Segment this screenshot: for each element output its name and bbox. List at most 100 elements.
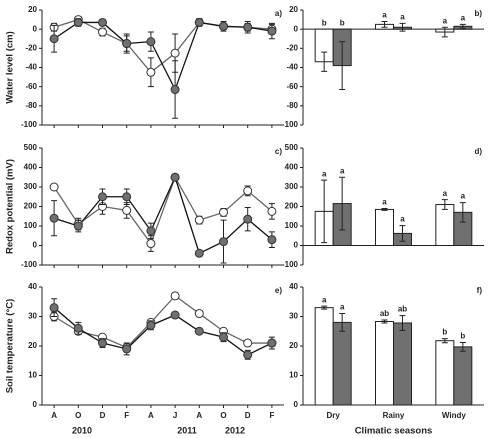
bar [453,346,473,406]
significance-letter: b [442,328,447,337]
significance-letter: a [400,215,405,224]
error-bar [381,207,388,211]
bar [393,322,412,406]
point [49,213,59,223]
significance-letter: a [461,13,466,22]
error-bar [459,341,466,352]
error-bar [381,21,388,28]
bar [435,204,455,247]
y-tick-label: -80 [25,101,37,110]
error-bar [459,23,466,29]
series-line [53,21,273,92]
point [243,22,253,32]
bar [375,321,394,406]
point [219,207,228,217]
error-bar [321,51,328,72]
point [146,226,156,236]
y-tick-label: 500 [285,143,299,152]
point [49,182,59,192]
error-bar [321,179,328,244]
point [267,26,277,36]
y-tick-label: -100 [21,260,38,269]
x-tick-label: Windy [442,411,466,420]
y-tick-label: 20 [289,5,298,14]
y-tick-label: 40 [289,282,298,291]
significance-letter: a [382,198,387,207]
y-tick-label: 100 [285,221,299,230]
point [122,344,132,354]
point [219,21,228,31]
significance-letter: a [340,166,345,175]
y-axis-title: Water level (cm) [5,31,16,104]
point [122,192,132,202]
point [170,310,180,320]
series-line [53,307,273,356]
y-tick-label: 10 [28,371,37,380]
significance-letter: a [461,192,466,201]
y-tick-label: 0 [33,400,38,409]
significance-letter: a [443,16,448,25]
point [146,239,156,249]
point [146,37,156,47]
y-tick-label: 200 [285,202,299,211]
y-tick-label: 0 [294,400,299,409]
significance-letter: a [382,11,387,20]
point [170,85,180,95]
point [146,320,156,330]
error-bar [339,41,346,91]
point [194,215,204,225]
y-tick-label: 0 [294,24,299,33]
point [194,17,204,27]
x-tick-label: O [220,411,226,420]
y-tick-label: 0 [33,241,38,250]
y-tick-label: 0 [294,241,299,250]
point [267,206,277,216]
x-tick-label: J [173,411,177,420]
y-tick-label: 40 [28,282,37,291]
y-axis-title: Soil temperature (°C) [5,299,16,394]
significance-letter: ab [380,309,389,318]
error-bar [441,199,448,210]
significance-letter: b [460,332,465,341]
y-tick-label: 30 [289,312,298,321]
significance-letter: a [340,303,345,312]
y-tick-label: 30 [28,312,37,321]
error-bar [339,313,346,332]
x-axis-title: Climatic seasons [355,426,433,437]
year-label: 2010 [72,425,92,435]
y-tick-label: 500 [24,143,38,152]
point [243,350,253,360]
year-label: 2011 [177,425,197,435]
y-tick-label: -60 [286,82,298,91]
point [243,214,253,224]
y-tick-label: -80 [286,101,298,110]
bar [314,307,334,406]
x-tick-label: Dry [326,411,340,420]
panel-label: a) [275,9,282,18]
significance-letter: ab [398,305,407,314]
y-tick-label: -40 [25,63,37,72]
y-tick-label: 20 [28,5,37,14]
point [49,34,59,44]
x-tick-label: D [245,411,251,420]
significance-letter: a [400,13,405,22]
bar [375,208,394,247]
panel-label: d) [474,147,482,156]
point [122,205,132,215]
x-tick-label: Rainy [383,411,405,420]
point [98,27,107,37]
point [170,291,180,301]
y-tick-label: 200 [24,202,38,211]
significance-letter: a [443,189,448,198]
series-line [53,294,272,349]
panel-label: b) [474,9,482,18]
error-bar [399,315,406,331]
y-tick-label: -40 [286,63,298,72]
x-tick-label: A [196,411,202,420]
point [267,338,277,348]
y-tick-label: -60 [25,82,37,91]
point [122,39,132,49]
point [243,338,253,348]
y-tick-label: 400 [24,163,38,172]
